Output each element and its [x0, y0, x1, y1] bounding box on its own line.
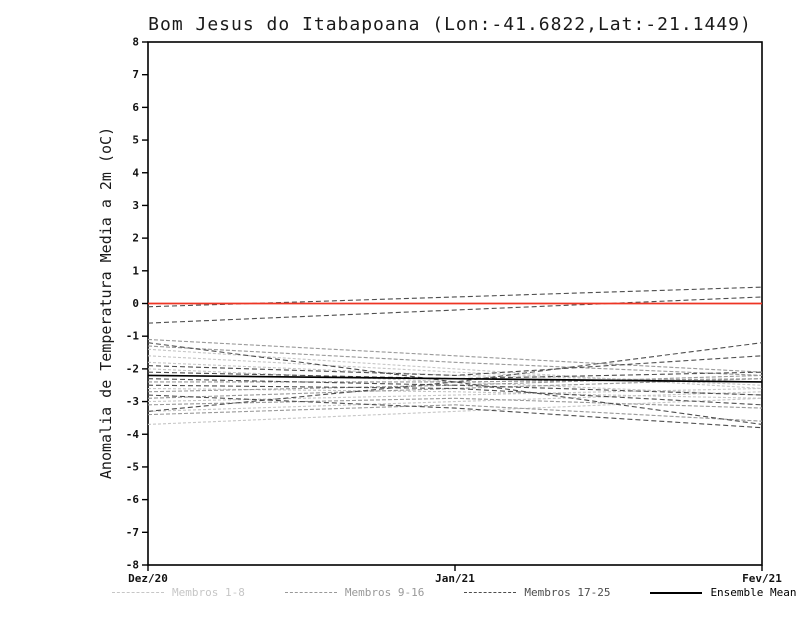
y-tick-label: -5 — [126, 460, 139, 473]
y-tick-label: -4 — [126, 428, 140, 441]
member-line — [147, 286, 763, 308]
member-line — [147, 394, 763, 429]
y-tick-label: 2 — [132, 232, 139, 245]
member-line — [147, 342, 763, 425]
y-tick-label: 7 — [132, 68, 139, 81]
legend-entry-members-1-8: Membros 1-8 — [112, 586, 245, 599]
member-line — [147, 355, 763, 376]
legend-entry-ensemble-mean: Ensemble Mean — [650, 586, 797, 599]
y-tick-label: 1 — [132, 264, 139, 277]
member-line — [147, 404, 763, 422]
y-tick-label: 6 — [132, 101, 139, 114]
member-line — [147, 378, 763, 396]
member-line — [147, 384, 763, 406]
y-tick-label: 3 — [132, 199, 139, 212]
legend-entry-members-9-16: Membros 9-16 — [284, 586, 425, 599]
dashed-line-sample-icon — [284, 592, 337, 593]
y-tick-label: -3 — [126, 395, 139, 408]
member-line — [147, 397, 763, 409]
y-tick-label: -2 — [126, 362, 139, 375]
y-tick-label: 5 — [132, 134, 139, 147]
member-line — [147, 296, 763, 324]
solid-line-sample-icon — [650, 591, 703, 594]
member-line — [147, 345, 763, 376]
y-tick-label: 4 — [132, 166, 139, 179]
legend-label: Ensemble Mean — [710, 586, 797, 599]
legend: Membros 1-8 Membros 9-16 Membros 17-25 E… — [0, 586, 800, 599]
dashed-line-sample-icon — [112, 592, 164, 593]
y-tick-label: -6 — [126, 493, 140, 506]
legend-label: Membros 17-25 — [524, 586, 611, 599]
y-tick-label: -8 — [126, 559, 139, 572]
x-tick-label: Jan/21 — [435, 572, 475, 585]
ensemble-mean-line — [147, 374, 763, 383]
member-line — [147, 342, 763, 412]
member-line — [147, 387, 763, 403]
member-line — [147, 338, 763, 373]
y-tick-label: -7 — [126, 526, 139, 539]
member-line — [147, 391, 763, 412]
legend-label: Membros 9-16 — [344, 586, 425, 599]
y-tick-label: -1 — [126, 330, 140, 343]
x-tick-label: Dez/20 — [128, 572, 168, 585]
x-tick-label: Fev/21 — [742, 572, 782, 585]
legend-label: Membros 1-8 — [172, 586, 245, 599]
member-line — [147, 397, 763, 425]
chart-title: Bom Jesus do Itabapoana (Lon:-41.6822,La… — [148, 14, 752, 35]
y-tick-label: 0 — [132, 297, 139, 310]
dashed-line-sample-icon — [464, 592, 517, 593]
legend-entry-members-17-25: Membros 17-25 — [464, 586, 610, 599]
y-tick-label: 8 — [132, 36, 139, 49]
